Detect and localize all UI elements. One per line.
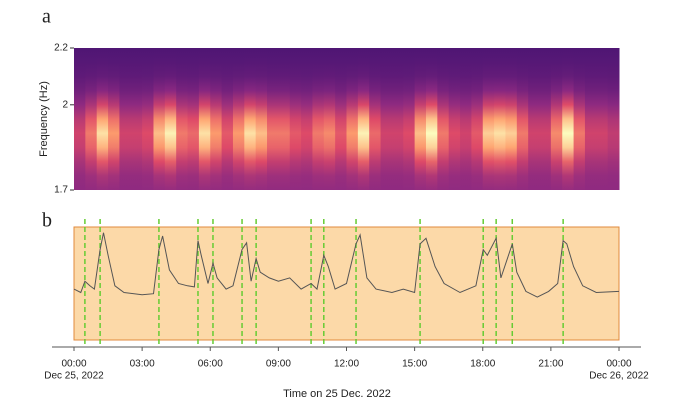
x-tick-sublabel: Dec 25, 2022 (44, 371, 104, 382)
spectrogram-column (471, 48, 484, 190)
panel-label: b (42, 210, 52, 232)
spectrogram-column (108, 48, 120, 190)
spectrogram-column (380, 48, 393, 190)
x-tick-label: 12:00 (334, 359, 359, 370)
spectrogram-column (323, 48, 336, 190)
spectrogram-column (210, 48, 223, 190)
spectrogram-column (494, 48, 506, 190)
spectrogram-column (96, 48, 109, 190)
spectrogram-column (187, 48, 200, 190)
spectrogram-column (460, 48, 472, 190)
spectrogram-column (528, 48, 541, 190)
y-tick-label: 2.2 (54, 43, 68, 54)
spectrogram-column (164, 48, 177, 190)
spectrogram-column (74, 48, 86, 190)
spectrogram-column (391, 48, 404, 190)
spectrogram-column (119, 48, 132, 190)
spectrogram-column (414, 48, 427, 190)
x-tick-label: 18:00 (470, 359, 495, 370)
spectrogram-column (221, 48, 234, 190)
spectrogram-column (539, 48, 552, 190)
x-tick-label: 15:00 (402, 359, 427, 370)
spectrogram-column (425, 48, 438, 190)
spectrogram-column (346, 48, 359, 190)
spectrogram-column (607, 48, 620, 190)
panel-label: a (42, 6, 51, 28)
spectrogram-column (335, 48, 347, 190)
x-tick-label: 21:00 (538, 359, 563, 370)
x-axis-label: Time on 25 Dec. 2022 (283, 388, 391, 400)
spectrogram-column (142, 48, 154, 190)
spectrogram-column (403, 48, 416, 190)
spectrogram-column (562, 48, 575, 190)
x-tick-label: 00:00 (606, 359, 631, 370)
spectrogram-column (516, 48, 529, 190)
x-tick-label: 03:00 (130, 359, 155, 370)
spectrogram-column (301, 48, 313, 190)
spectrogram-column (130, 48, 143, 190)
spectrogram-column (176, 48, 189, 190)
x-tick-label: 00:00 (61, 359, 86, 370)
spectrogram-column (573, 48, 586, 190)
spectrogram-column (278, 48, 291, 190)
x-tick-label: 09:00 (266, 359, 291, 370)
spectrogram-column (584, 48, 597, 190)
spectrogram-column (505, 48, 518, 190)
x-tick-sublabel: Dec 26, 2022 (589, 371, 649, 382)
spectrogram-column (550, 48, 563, 190)
spectrogram-column (369, 48, 382, 190)
spectrogram-column (255, 48, 268, 190)
y-tick-label: 1.7 (54, 185, 68, 196)
spectrogram-column (244, 48, 257, 190)
spectrogram-column (232, 48, 245, 190)
spectrogram-column (289, 48, 302, 190)
spectrogram-column (357, 48, 370, 190)
spectrogram-column (153, 48, 166, 190)
spectrogram-column (596, 48, 609, 190)
spectrogram-column (437, 48, 450, 190)
spectrogram-column (85, 48, 98, 190)
y-axis-label: Frequency (Hz) (38, 81, 50, 157)
spectrogram-column (198, 48, 211, 190)
spectrogram-column (312, 48, 325, 190)
signal-line (73, 232, 620, 298)
spectrogram-column (482, 48, 495, 190)
x-tick-label: 06:00 (198, 359, 223, 370)
spectrogram-column (267, 48, 279, 190)
y-tick-label: 2 (62, 99, 68, 110)
spectrogram-column (448, 48, 461, 190)
